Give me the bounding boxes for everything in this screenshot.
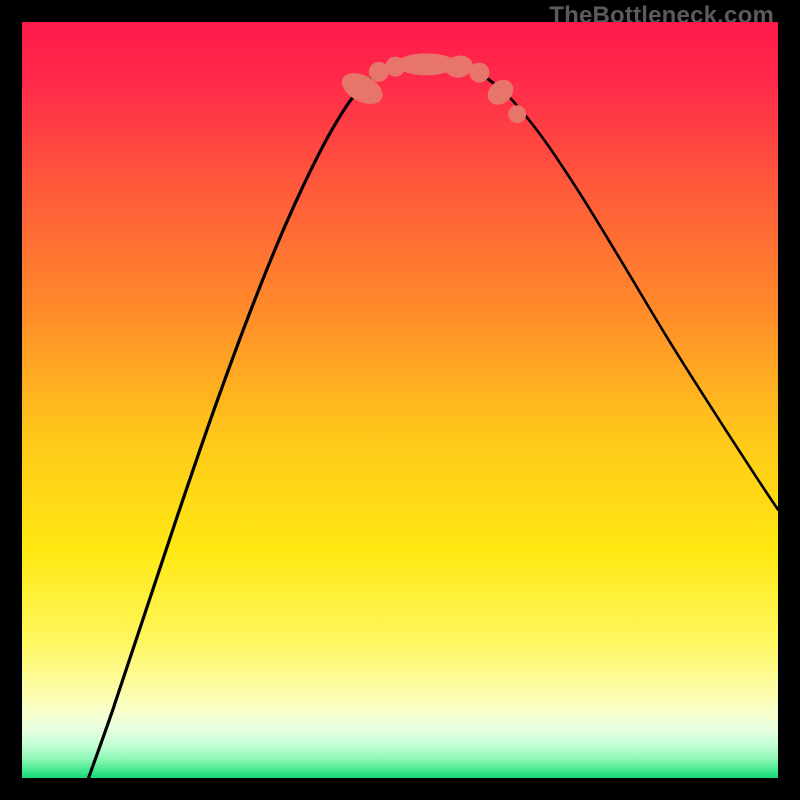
gradient-background xyxy=(22,22,778,778)
chart-svg xyxy=(22,22,778,778)
plot-area xyxy=(22,22,778,778)
valley-marker-5 xyxy=(469,63,489,83)
valley-marker-7 xyxy=(508,105,526,123)
chart-root: TheBottleneck.com xyxy=(0,0,800,800)
